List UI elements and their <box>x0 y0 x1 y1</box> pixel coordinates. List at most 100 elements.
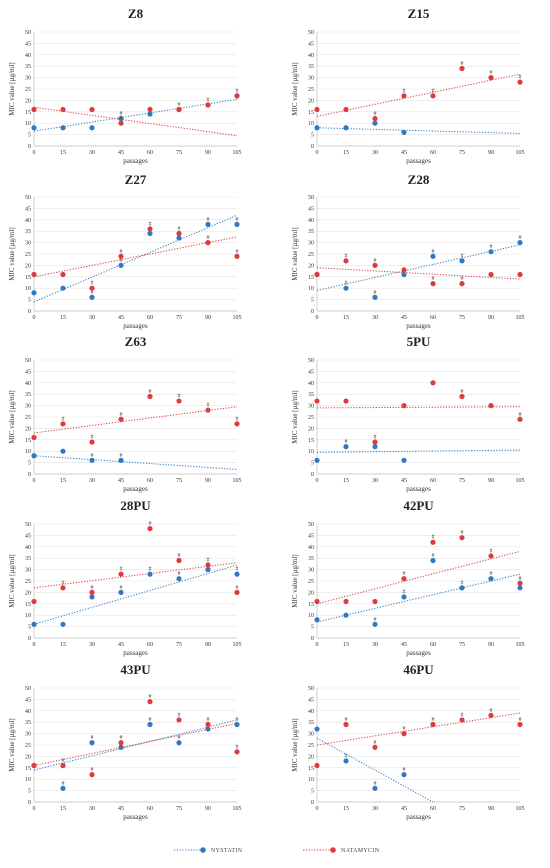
x-tick-label: 105 <box>233 150 242 156</box>
y-tick-label: 45 <box>25 697 31 703</box>
significance-mark: # <box>345 753 348 759</box>
significance-mark: # <box>178 394 181 400</box>
significance-mark: # <box>62 580 65 586</box>
significance-mark: # <box>403 589 406 595</box>
significance-mark: # <box>207 97 210 103</box>
significance-mark: # <box>236 416 239 422</box>
significance-mark: # <box>374 111 377 117</box>
y-tick-label: 0 <box>28 800 31 806</box>
x-tick-label: 15 <box>60 806 66 812</box>
x-axis-label: passages <box>406 813 431 821</box>
series-natamycin: # # # # # # <box>314 61 523 122</box>
chart-42pu: 42PU 0 5 10 15 20 25 30 35 40 45 50 0 15 30 45 60 75 90 105… <box>291 498 525 657</box>
y-tick-label: 45 <box>25 41 31 47</box>
chart-title: Z15 <box>408 6 430 21</box>
chart-z28: Z28 0 5 10 15 20 25 30 35 40 45 50 0 15 30 45 60 75 90 105 p… <box>291 172 525 330</box>
data-point <box>401 129 407 135</box>
data-point <box>31 271 37 278</box>
y-tick-label: 40 <box>308 218 314 224</box>
chart-z8: Z8 0 5 10 15 20 25 30 35 40 45 50 0 15 30 45 60 75 90 105 pa… <box>8 6 242 165</box>
y-tick-label: 40 <box>308 381 314 387</box>
data-point <box>118 120 124 126</box>
y-tick-label: 30 <box>25 404 31 410</box>
y-tick-label: 25 <box>308 415 314 421</box>
significance-mark: # <box>207 217 210 223</box>
y-axis-label: MIC value [µg/ml] <box>8 227 16 280</box>
data-point <box>176 398 182 404</box>
y-tick-label: 25 <box>308 252 314 258</box>
y-tick-label: 5 <box>28 133 31 139</box>
trendline-natamycin <box>33 562 238 589</box>
data-point <box>89 740 95 746</box>
series-nystatin: # # # <box>314 726 434 803</box>
data-point <box>60 621 66 627</box>
y-axis-label: MIC value [µg/ml] <box>8 554 16 607</box>
x-tick-label: 30 <box>372 806 378 812</box>
x-tick-label: 15 <box>60 642 66 648</box>
trendline-natamycin <box>316 73 521 117</box>
y-tick-label: 25 <box>308 743 314 749</box>
data-point <box>147 111 153 117</box>
series-natamycin: # # # # # # # <box>31 694 240 778</box>
data-point <box>31 621 37 627</box>
y-axis-label: MIC value [µg/ml] <box>291 227 299 280</box>
y-axis-label: MIC value [µg/ml] <box>291 554 299 607</box>
chart-title: Z27 <box>125 172 147 187</box>
significance-mark: # <box>236 88 239 94</box>
y-tick-label: 0 <box>28 636 31 642</box>
x-tick-label: 75 <box>176 478 182 484</box>
y-tick-label: 5 <box>311 133 314 139</box>
x-tick-label: 90 <box>205 642 211 648</box>
y-tick-label: 10 <box>25 286 31 292</box>
data-point <box>89 772 95 778</box>
data-point <box>314 271 320 278</box>
significance-mark: # <box>149 521 152 527</box>
data-point <box>234 93 240 99</box>
y-tick-label: 50 <box>308 195 314 201</box>
x-tick-label: 0 <box>316 315 319 321</box>
data-point <box>488 75 494 81</box>
y-tick-label: 45 <box>308 41 314 47</box>
x-tick-label: 30 <box>372 478 378 484</box>
data-point <box>147 226 153 232</box>
series-nystatin: # # # # # # <box>31 562 240 627</box>
x-tick-label: 45 <box>118 642 124 648</box>
data-point <box>118 740 124 746</box>
y-tick-label: 5 <box>28 298 31 304</box>
x-tick-label: 105 <box>233 478 242 484</box>
data-point <box>118 253 124 259</box>
y-tick-label: 25 <box>25 415 31 421</box>
trendline-nystatin <box>33 98 238 132</box>
significance-mark: # <box>120 453 123 459</box>
data-point <box>459 258 465 264</box>
y-tick-label: 20 <box>25 426 31 432</box>
x-tick-label: 60 <box>430 642 436 648</box>
data-point <box>372 785 378 791</box>
trendline-nystatin <box>316 244 521 291</box>
chart-z27: Z27 0 5 10 15 20 25 30 35 40 45 50 0 15 30 45 60 75 90 105 p… <box>8 172 242 330</box>
significance-mark: # <box>461 253 464 259</box>
y-tick-label: 10 <box>308 449 314 455</box>
data-point <box>314 106 320 113</box>
data-point <box>205 726 211 732</box>
x-tick-label: 0 <box>33 315 36 321</box>
trendline-nystatin <box>33 455 238 470</box>
data-point <box>488 403 494 409</box>
x-tick-label: 105 <box>233 642 242 648</box>
chart-title: 5PU <box>407 334 431 349</box>
series-nystatin: ## <box>314 439 521 463</box>
significance-mark: # <box>374 740 377 746</box>
x-tick-label: 75 <box>459 150 465 156</box>
y-tick-label: 35 <box>308 392 314 398</box>
y-tick-label: 15 <box>308 602 314 608</box>
data-point <box>343 598 349 605</box>
significance-mark: # <box>374 435 377 441</box>
x-tick-label: 15 <box>343 315 349 321</box>
data-point <box>89 589 95 596</box>
significance-mark: # <box>120 412 123 418</box>
significance-mark: # <box>403 88 406 94</box>
data-point <box>488 271 494 278</box>
trendline-natamycin <box>316 550 521 605</box>
legend-marker-natamycin <box>330 847 336 853</box>
trendline-nystatin <box>33 214 238 303</box>
